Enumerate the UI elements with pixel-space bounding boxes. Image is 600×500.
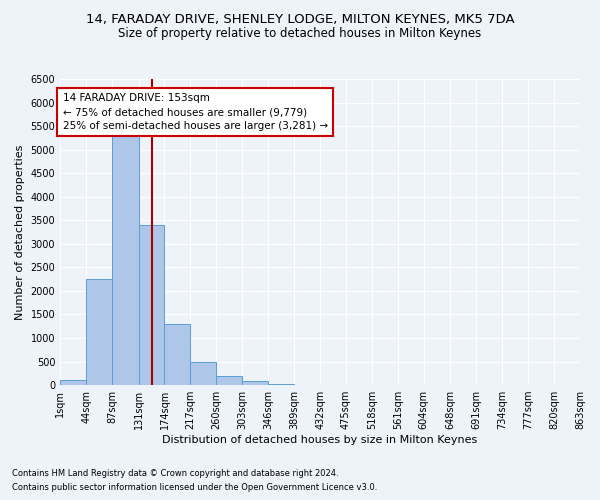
Text: 14, FARADAY DRIVE, SHENLEY LODGE, MILTON KEYNES, MK5 7DA: 14, FARADAY DRIVE, SHENLEY LODGE, MILTON… [86,12,514,26]
Y-axis label: Number of detached properties: Number of detached properties [15,144,25,320]
Bar [190,362,217,385]
Bar [268,384,294,385]
X-axis label: Distribution of detached houses by size in Milton Keynes: Distribution of detached houses by size … [163,435,478,445]
Bar [164,324,190,385]
Bar [86,279,112,385]
Text: Contains public sector information licensed under the Open Government Licence v3: Contains public sector information licen… [12,484,377,492]
Text: Contains HM Land Registry data © Crown copyright and database right 2024.: Contains HM Land Registry data © Crown c… [12,468,338,477]
Text: Size of property relative to detached houses in Milton Keynes: Size of property relative to detached ho… [118,28,482,40]
Bar [112,131,139,385]
Text: 14 FARADAY DRIVE: 153sqm
← 75% of detached houses are smaller (9,779)
25% of sem: 14 FARADAY DRIVE: 153sqm ← 75% of detach… [62,93,328,131]
Bar [217,376,242,385]
Bar [242,382,268,385]
Bar [139,225,164,385]
Bar [60,380,86,385]
